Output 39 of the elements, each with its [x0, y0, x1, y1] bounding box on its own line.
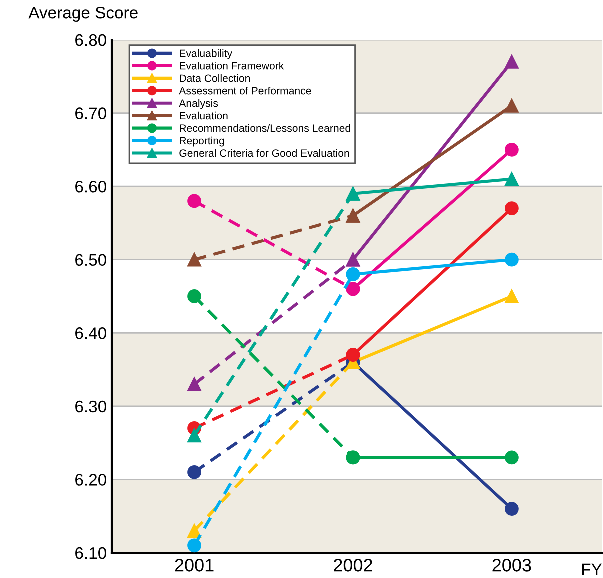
- point: [504, 450, 519, 465]
- point: [188, 290, 202, 304]
- point: [504, 99, 519, 113]
- point: [188, 524, 202, 538]
- legend-label: Assessment of Performance: [179, 86, 312, 95]
- y-tick-label: 6.20: [76, 474, 106, 486]
- y-tick-label: 6.30: [76, 400, 106, 413]
- legend-label: Data Collection: [180, 74, 250, 82]
- x-axis-title: FY: [582, 564, 602, 576]
- y-axis-title: Average Score: [28, 6, 138, 22]
- x-tick-label: 2003: [492, 559, 532, 572]
- point: [188, 428, 202, 443]
- point: [504, 142, 519, 157]
- point: [504, 252, 519, 267]
- point: [188, 465, 202, 480]
- point: [188, 538, 202, 553]
- y-tick-label: 6.70: [76, 108, 106, 120]
- legend-label: Evaluability: [180, 50, 233, 60]
- point: [504, 55, 519, 69]
- y-tick-label: 6.40: [76, 328, 106, 340]
- point: [504, 290, 519, 304]
- legend-label: General Criteria for Good Evaluation: [180, 149, 350, 158]
- legend-label: Evaluation: [180, 112, 228, 120]
- y-tick-label: 6.10: [76, 547, 106, 560]
- point: [188, 252, 202, 267]
- x-tick-label: 2002: [334, 559, 372, 572]
- y-tick-label: 6.50: [76, 254, 106, 266]
- y-tick-label: 6.80: [76, 34, 106, 46]
- legend-label: Analysis: [179, 99, 218, 110]
- point: [504, 202, 519, 216]
- point: [504, 502, 519, 516]
- x-tick-label: 2001: [175, 559, 214, 572]
- point: [504, 172, 519, 186]
- y-tick-label: 6.60: [76, 180, 106, 193]
- legend-label: Recommendations/Lessons Learned: [180, 124, 350, 132]
- legend-label: Reporting: [180, 136, 224, 147]
- point: [188, 194, 202, 208]
- point: [188, 378, 202, 392]
- legend-label: Evaluation Framework: [180, 62, 284, 70]
